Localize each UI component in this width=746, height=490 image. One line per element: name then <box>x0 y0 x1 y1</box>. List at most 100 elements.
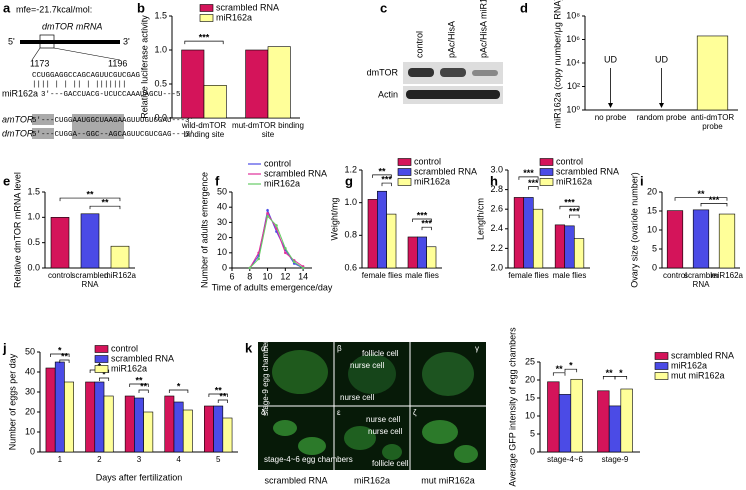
bar <box>407 236 418 269</box>
bracket <box>518 176 539 180</box>
bar <box>570 378 583 453</box>
significance: *** <box>709 195 720 205</box>
significance: ** <box>135 375 143 385</box>
y-tick-label: 0 <box>222 262 227 272</box>
bar <box>94 381 105 453</box>
bar <box>554 224 566 269</box>
x-tick-label: male flies <box>552 271 587 280</box>
panel-letter: d <box>520 0 528 15</box>
x-tick-label: miR162a <box>103 271 136 280</box>
bracket <box>552 372 566 376</box>
highlight <box>32 114 54 125</box>
legend-label: scrambled RNA <box>671 350 734 360</box>
bar <box>103 395 114 453</box>
lane-label: pAc/HisA miR162a <box>478 0 488 58</box>
target-seq: CCUGGAGGCCAGCAGUUCGUCGAG <box>32 72 141 80</box>
x-tick-label: mut-dmTOR binding site <box>232 121 304 139</box>
y-axis-label: Number of eggs per day <box>7 353 17 450</box>
pane-label: α <box>261 344 266 353</box>
end-pos: 1196 <box>108 58 127 68</box>
y-tick-label: 0.0 <box>154 112 167 122</box>
bar <box>80 213 100 269</box>
value-label: UD <box>655 54 668 64</box>
cell-label: nurse cell <box>350 361 384 370</box>
align-seq: 5'---CUGGAAUGGCUAAGAAGUUUGUCGAU---3' <box>32 117 194 125</box>
x-tick-label-box: random probe <box>637 113 687 122</box>
pane-label: γ <box>475 344 479 353</box>
y-tick-label: 0 <box>30 446 35 456</box>
legend-label: control <box>556 156 583 166</box>
y-tick-label: 0.5 <box>154 78 167 88</box>
bracket <box>168 389 189 393</box>
pairing: |||| | | || | ||||||| <box>32 81 127 89</box>
bracket <box>208 393 228 397</box>
point <box>275 224 278 227</box>
legend-label: miR162a <box>216 12 252 22</box>
legend-label: miR162a <box>414 176 450 186</box>
x-axis-label: Days after fertilization <box>96 472 183 482</box>
y-tick-label: 20 <box>25 406 35 416</box>
bar <box>718 213 736 269</box>
egg-chamber <box>348 354 396 394</box>
x-tick-label: 4 <box>176 455 181 464</box>
bracket <box>564 368 578 373</box>
x-tick-label-box: mut-dmTOR binding site <box>232 121 304 139</box>
cell-label: follicle cell <box>372 459 409 468</box>
legend-label: scrambled RNA <box>556 166 619 176</box>
y-axis-label: Weight/mg <box>329 198 339 241</box>
x-tick-label: 14 <box>298 271 308 281</box>
y-tick-label: 1.0 <box>154 44 167 54</box>
significance: ** <box>86 189 94 199</box>
y-tick-label: 10² <box>567 81 580 91</box>
legend-swatch <box>539 158 554 166</box>
egg-chamber <box>422 352 474 396</box>
bar <box>222 417 233 453</box>
egg-chamber <box>382 444 402 460</box>
bracket <box>59 197 121 202</box>
arrow-head <box>659 103 664 108</box>
significance: *** <box>569 206 580 216</box>
significance: ** <box>556 364 564 374</box>
egg-chamber <box>454 445 478 463</box>
x-tick-label: anti-dmTOR probe <box>690 113 735 131</box>
bracket <box>59 359 70 363</box>
y-tick-label: 0.0 <box>27 262 40 272</box>
x-tick-label-box: female flies <box>362 271 402 280</box>
legend-swatch <box>397 168 412 176</box>
significance: ** <box>61 351 69 361</box>
y-tick-label: 1.2 <box>344 164 357 174</box>
blot-band <box>406 90 500 99</box>
y-axis-label: Relative dmTOR mRNA level <box>12 172 22 288</box>
x-tick-label-box: 3 <box>137 455 141 464</box>
y-tick-label: 40 <box>25 366 35 376</box>
legend-swatch <box>654 352 669 360</box>
y-axis-label: Length/cm <box>475 198 485 240</box>
legend-swatch <box>654 362 669 370</box>
bar <box>213 405 224 453</box>
highlight <box>72 114 124 139</box>
bar <box>692 209 710 269</box>
cell-label: follicle cell <box>362 349 399 358</box>
pane-label: δ <box>261 408 266 417</box>
significance: *** <box>381 174 392 184</box>
bar <box>267 46 291 119</box>
egg-chamber <box>273 420 297 436</box>
y-tick-label: 30 <box>25 386 35 396</box>
legend-swatch <box>397 178 412 186</box>
y-axis-label: Ovary size (ovariole number) <box>629 172 639 288</box>
five-prime: 5' <box>8 36 15 46</box>
bar <box>597 390 610 453</box>
bracket <box>674 197 728 201</box>
x-tick-label: male flies <box>405 271 439 280</box>
legend-swatch <box>539 168 554 176</box>
band-label: dmTOR <box>367 67 399 77</box>
y-tick-label: 30 <box>217 217 227 227</box>
bar <box>573 238 585 269</box>
x-tick-label-box: male flies <box>405 271 439 280</box>
point <box>266 211 269 215</box>
pane-label: ζ <box>413 408 417 417</box>
x-tick-label-box: 4 <box>176 455 181 464</box>
significance: *** <box>564 198 575 208</box>
bracket <box>99 377 110 381</box>
y-tick-label: 0.8 <box>344 230 357 240</box>
